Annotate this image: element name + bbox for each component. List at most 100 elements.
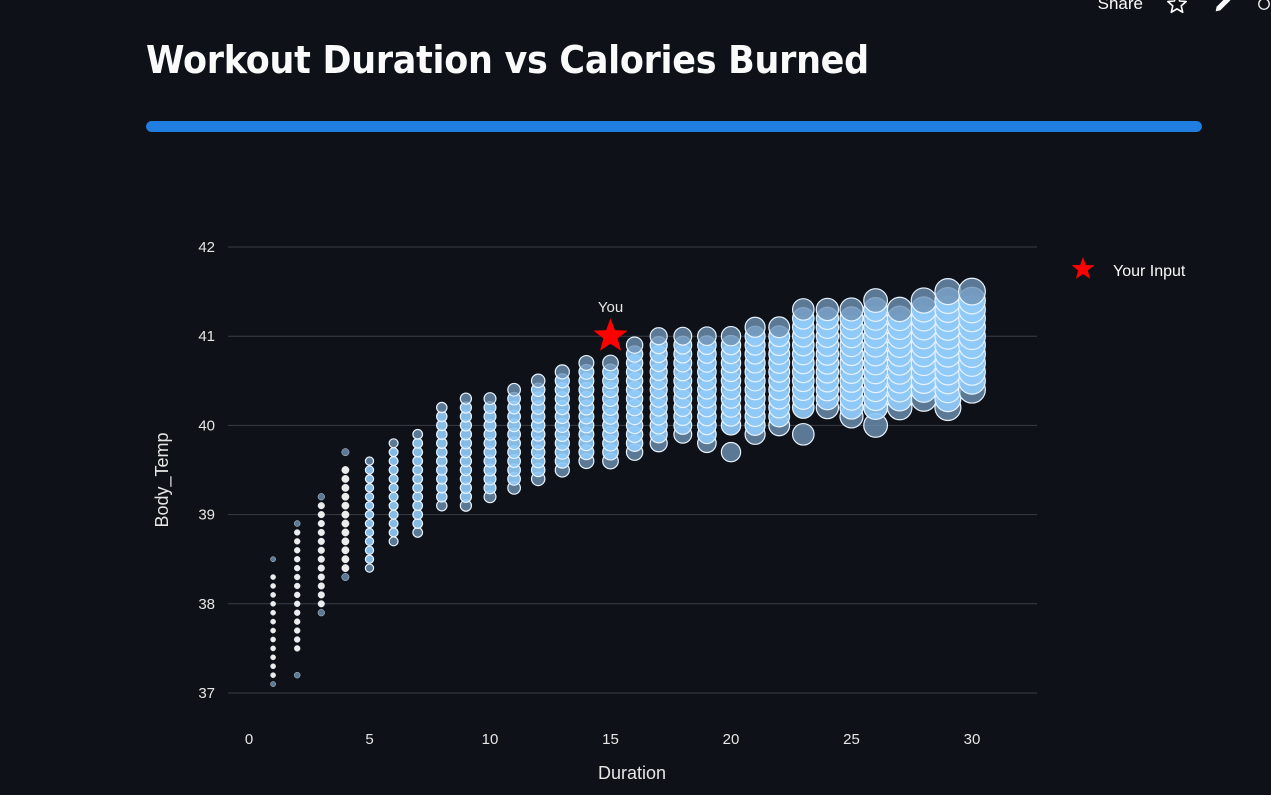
data-point xyxy=(412,455,424,467)
data-point xyxy=(270,627,276,634)
data-point xyxy=(270,609,276,616)
x-tick-label: 25 xyxy=(843,731,860,748)
y-axis-title: Body_Temp xyxy=(152,432,173,527)
data-point xyxy=(341,475,350,483)
data-point xyxy=(317,564,325,572)
data-point xyxy=(294,627,301,634)
data-point xyxy=(388,509,399,520)
edit-pencil-icon[interactable] xyxy=(1211,0,1235,16)
data-point xyxy=(958,277,986,306)
user-input-star-icon xyxy=(593,318,628,351)
app-toolbar: Share xyxy=(1098,0,1271,16)
data-point xyxy=(294,600,301,607)
data-point xyxy=(341,573,350,581)
data-point xyxy=(294,556,301,563)
legend-star-icon xyxy=(1071,257,1095,279)
data-point xyxy=(317,528,325,536)
data-point xyxy=(364,492,375,502)
data-point xyxy=(886,296,913,323)
data-point xyxy=(388,447,399,458)
data-point xyxy=(294,591,301,599)
data-point xyxy=(791,422,815,446)
data-point xyxy=(530,373,546,389)
data-point xyxy=(294,547,301,554)
data-point xyxy=(412,527,424,538)
data-point xyxy=(768,316,791,339)
data-point xyxy=(341,528,350,537)
data-point xyxy=(317,609,325,617)
data-point xyxy=(317,493,325,501)
data-points xyxy=(270,277,986,687)
y-tick-label: 41 xyxy=(198,328,215,345)
data-point xyxy=(364,518,375,529)
data-point xyxy=(294,564,301,572)
data-point xyxy=(388,438,399,449)
data-point xyxy=(364,474,375,484)
user-input-label: You xyxy=(598,299,623,316)
data-point xyxy=(364,509,375,520)
data-point xyxy=(839,297,864,322)
data-point xyxy=(364,536,375,547)
share-button[interactable]: Share xyxy=(1098,0,1143,14)
data-point xyxy=(341,466,350,474)
data-point xyxy=(294,671,301,679)
data-point xyxy=(412,518,424,529)
x-tick-label: 10 xyxy=(482,731,499,748)
y-tick-label: 38 xyxy=(198,596,215,613)
data-point xyxy=(341,510,350,519)
data-point xyxy=(317,582,325,590)
y-tick-label: 39 xyxy=(198,507,215,524)
data-point xyxy=(341,492,350,501)
data-point xyxy=(270,601,276,607)
data-point xyxy=(388,456,399,467)
x-tick-label: 5 xyxy=(365,731,373,748)
data-point xyxy=(317,546,325,554)
data-point xyxy=(317,519,325,528)
data-point xyxy=(649,327,668,346)
data-point xyxy=(412,428,424,440)
data-point xyxy=(602,354,619,372)
data-point xyxy=(720,325,742,347)
data-point xyxy=(270,636,276,643)
data-point xyxy=(388,473,399,484)
data-point xyxy=(294,520,301,527)
x-axis-title: Duration xyxy=(598,763,666,783)
data-point xyxy=(341,501,350,510)
data-point xyxy=(625,336,644,354)
data-point xyxy=(317,502,325,510)
data-point xyxy=(910,287,937,314)
data-point xyxy=(294,529,301,536)
data-point xyxy=(317,591,325,599)
data-point xyxy=(270,663,276,670)
data-point xyxy=(270,583,276,589)
data-point xyxy=(364,501,375,511)
star-icon[interactable] xyxy=(1165,0,1189,16)
data-point xyxy=(341,537,350,546)
data-point xyxy=(317,555,325,563)
data-point xyxy=(744,316,766,338)
data-point xyxy=(388,464,399,476)
x-tick-label: 0 xyxy=(245,731,253,748)
data-point xyxy=(412,446,424,458)
data-point xyxy=(412,464,424,476)
github-icon[interactable] xyxy=(1257,0,1271,16)
data-point xyxy=(412,500,424,512)
data-point xyxy=(578,354,595,371)
data-point xyxy=(317,573,325,581)
y-tick-label: 42 xyxy=(198,239,215,256)
x-tick-label: 15 xyxy=(602,731,619,748)
data-point xyxy=(483,392,497,406)
data-point xyxy=(294,582,301,590)
data-point xyxy=(388,536,399,547)
data-point xyxy=(294,618,301,625)
data-point xyxy=(459,392,473,405)
data-point xyxy=(412,482,424,494)
data-point xyxy=(388,527,399,538)
data-point xyxy=(317,511,325,519)
y-tick-label: 40 xyxy=(198,417,215,434)
data-point xyxy=(554,364,570,380)
data-point xyxy=(270,681,276,687)
data-point xyxy=(364,465,375,475)
data-point xyxy=(294,573,301,581)
